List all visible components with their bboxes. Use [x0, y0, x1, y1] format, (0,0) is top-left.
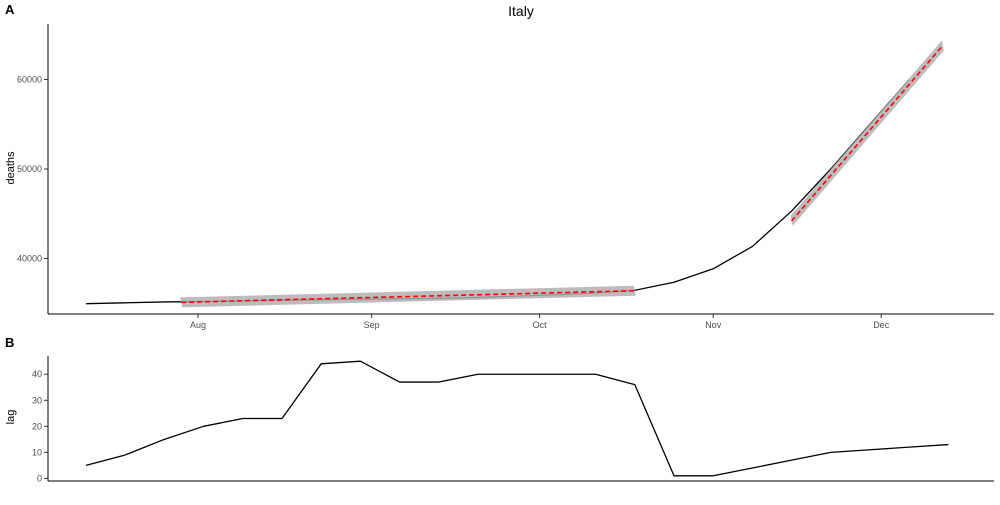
y-axis-title-lag: lag — [5, 410, 17, 425]
panel-a-y-tick-label: 40000 — [17, 254, 42, 264]
panel-b-y-tick-label: 20 — [32, 421, 42, 431]
panel-a-y-tick-label: 60000 — [17, 74, 42, 84]
panel-b-y-tick-label: 30 — [32, 395, 42, 405]
panel-b-label: B — [5, 335, 14, 350]
panel-a-x-tick-label: Dec — [873, 320, 890, 330]
panel-a-fit-line — [181, 289, 635, 304]
panel-a-x-tick-label: Sep — [364, 320, 380, 330]
y-axis-title-deaths: deaths — [5, 151, 17, 185]
panel-b-y-tick-label: 0 — [37, 473, 42, 483]
panel-a-label: A — [5, 2, 15, 17]
panel-b-y-tick-label: 40 — [32, 369, 42, 379]
panel-a-x-tick-label: Oct — [533, 320, 548, 330]
chart-title: Italy — [508, 3, 534, 19]
panel-a-x-tick-label: Aug — [190, 320, 206, 330]
panel-a-fit-line — [790, 44, 944, 222]
panel-b-lag-line — [85, 360, 949, 477]
panel-a-deaths-line — [85, 79, 910, 305]
panel-a-x-tick-label: Nov — [705, 320, 722, 330]
panel-b-y-tick-label: 10 — [32, 447, 42, 457]
panel-a-y-tick-label: 50000 — [17, 164, 42, 174]
